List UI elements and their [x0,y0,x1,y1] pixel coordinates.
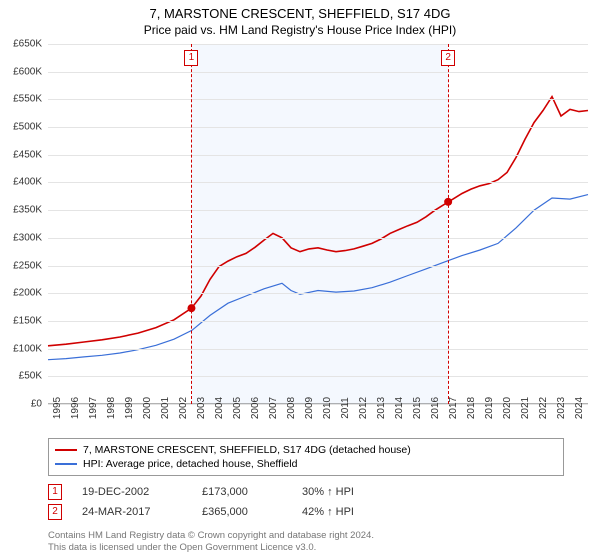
sale-price: £365,000 [202,506,282,518]
credit-line-2: This data is licensed under the Open Gov… [48,542,374,554]
y-axis-label: £650K [0,39,42,50]
x-axis-label: 1996 [70,397,81,419]
x-axis-label: 2022 [538,397,549,419]
sale-marker-tag: 2 [441,50,455,66]
y-axis-label: £150K [0,315,42,326]
x-axis-label: 2004 [214,397,225,419]
sale-delta: 30% ↑ HPI [302,486,354,498]
sale-row: 1 19-DEC-2002 £173,000 30% ↑ HPI [48,484,354,500]
y-axis-label: £200K [0,288,42,299]
legend-swatch [55,463,77,465]
chart-container: 7, MARSTONE CRESCENT, SHEFFIELD, S17 4DG… [0,0,600,560]
gridline [48,376,588,377]
y-axis-label: £250K [0,260,42,271]
x-axis-label: 2003 [196,397,207,419]
sale-marker-line [448,44,449,404]
x-axis-label: 2011 [340,397,351,419]
x-axis-label: 1997 [88,397,99,419]
y-axis-label: £550K [0,94,42,105]
gridline [48,321,588,322]
sale-marker-line [191,44,192,404]
x-axis-label: 2019 [484,397,495,419]
x-axis-label: 2005 [232,397,243,419]
gridline [48,293,588,294]
x-axis-label: 2006 [250,397,261,419]
sale-tag: 1 [48,484,62,500]
gridline [48,238,588,239]
sale-row: 2 24-MAR-2017 £365,000 42% ↑ HPI [48,504,354,520]
gridline [48,349,588,350]
x-axis-label: 2008 [286,397,297,419]
x-axis-label: 2007 [268,397,279,419]
x-axis-label: 2018 [466,397,477,419]
x-axis-label: 2021 [520,397,531,419]
y-axis-label: £400K [0,177,42,188]
legend: 7, MARSTONE CRESCENT, SHEFFIELD, S17 4DG… [48,438,564,476]
y-axis-label: £50K [0,371,42,382]
x-axis-label: 2002 [178,397,189,419]
x-axis-label: 2010 [322,397,333,419]
x-axis-label: 1998 [106,397,117,419]
x-axis-label: 2014 [394,397,405,419]
y-axis-label: £450K [0,149,42,160]
gridline [48,210,588,211]
credit-line-1: Contains HM Land Registry data © Crown c… [48,530,374,542]
sale-marker-tag: 1 [184,50,198,66]
x-axis-label: 2001 [160,397,171,419]
sale-tag: 2 [48,504,62,520]
y-axis-label: £350K [0,205,42,216]
x-axis-label: 2023 [556,397,567,419]
sale-date: 19-DEC-2002 [82,486,182,498]
chart-subtitle: Price paid vs. HM Land Registry's House … [0,21,600,41]
x-axis-label: 2009 [304,397,315,419]
gridline [48,72,588,73]
legend-label: 7, MARSTONE CRESCENT, SHEFFIELD, S17 4DG… [83,444,411,456]
y-axis-label: £500K [0,122,42,133]
sale-price: £173,000 [202,486,282,498]
gridline [48,99,588,100]
x-axis-label: 2020 [502,397,513,419]
legend-label: HPI: Average price, detached house, Shef… [83,458,297,470]
y-axis-label: £600K [0,66,42,77]
x-axis-label: 1999 [124,397,135,419]
gridline [48,44,588,45]
series-line-price_paid [48,97,588,346]
legend-swatch [55,449,77,451]
gridline [48,266,588,267]
sale-delta: 42% ↑ HPI [302,506,354,518]
chart-svg [48,44,588,404]
chart-plot-area: £0£50K£100K£150K£200K£250K£300K£350K£400… [48,44,588,404]
x-axis-label: 2000 [142,397,153,419]
x-axis-label: 2024 [574,397,585,419]
y-axis-label: £0 [0,399,42,410]
gridline [48,182,588,183]
gridline [48,127,588,128]
x-axis-label: 2017 [448,397,459,419]
sale-date: 24-MAR-2017 [82,506,182,518]
y-axis-label: £300K [0,232,42,243]
chart-title: 7, MARSTONE CRESCENT, SHEFFIELD, S17 4DG [0,0,600,21]
credit-text: Contains HM Land Registry data © Crown c… [48,530,374,554]
legend-row: HPI: Average price, detached house, Shef… [55,457,557,471]
legend-row: 7, MARSTONE CRESCENT, SHEFFIELD, S17 4DG… [55,443,557,457]
gridline [48,155,588,156]
x-axis-label: 2013 [376,397,387,419]
y-axis-label: £100K [0,343,42,354]
x-axis-label: 1995 [52,397,63,419]
x-axis-label: 2015 [412,397,423,419]
x-axis-label: 2016 [430,397,441,419]
x-axis-label: 2012 [358,397,369,419]
